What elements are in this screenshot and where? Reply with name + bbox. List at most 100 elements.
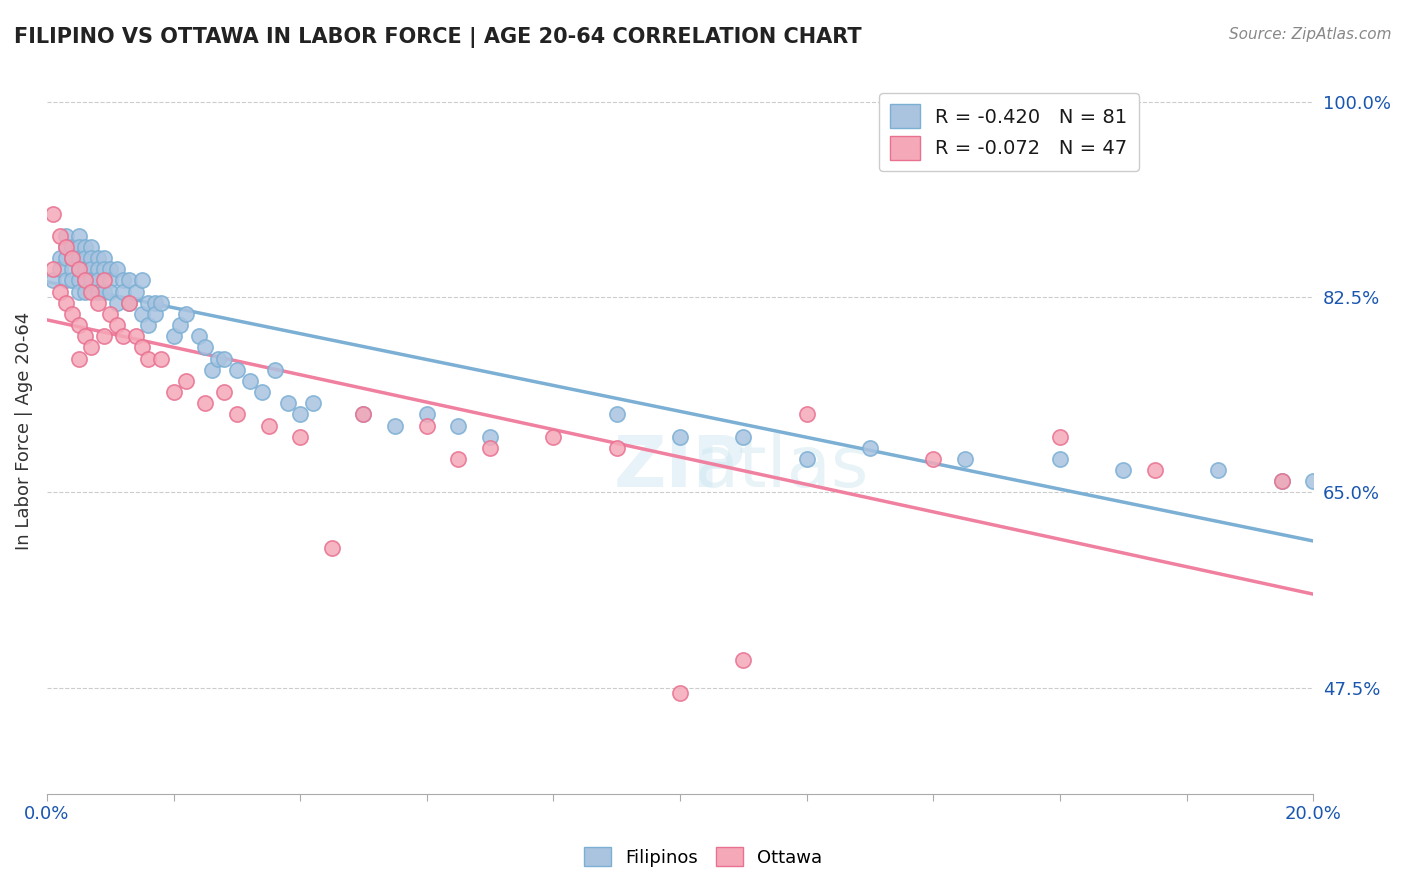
Point xyxy=(225,363,247,377)
Point xyxy=(187,329,209,343)
Point xyxy=(212,385,235,400)
Point xyxy=(55,228,77,243)
Point xyxy=(86,295,108,310)
Point xyxy=(288,408,311,422)
Point xyxy=(136,318,159,332)
Point xyxy=(301,396,323,410)
Point xyxy=(67,240,90,254)
Point xyxy=(200,363,222,377)
Point xyxy=(321,541,343,556)
Point xyxy=(131,340,153,354)
Point xyxy=(131,273,153,287)
Point xyxy=(105,318,128,332)
Point xyxy=(118,273,141,287)
Point xyxy=(73,273,96,287)
Point xyxy=(1206,463,1229,477)
Point xyxy=(93,251,115,265)
Point xyxy=(98,262,121,277)
Point xyxy=(67,285,90,299)
Point xyxy=(174,374,197,388)
Text: atlas: atlas xyxy=(695,433,869,502)
Point xyxy=(111,285,134,299)
Point xyxy=(1143,463,1166,477)
Point xyxy=(124,329,146,343)
Point xyxy=(238,374,260,388)
Point xyxy=(288,430,311,444)
Point xyxy=(212,351,235,366)
Point xyxy=(60,307,83,321)
Point xyxy=(149,295,172,310)
Point xyxy=(257,418,280,433)
Point xyxy=(143,295,166,310)
Point xyxy=(55,295,77,310)
Point xyxy=(55,240,77,254)
Point xyxy=(136,351,159,366)
Point xyxy=(67,228,90,243)
Point xyxy=(353,408,375,422)
Point xyxy=(225,408,247,422)
Point xyxy=(1049,430,1071,444)
Point xyxy=(80,251,103,265)
Point xyxy=(131,307,153,321)
Point xyxy=(194,340,217,354)
Point xyxy=(796,452,818,467)
Point xyxy=(98,285,121,299)
Point xyxy=(1049,452,1071,467)
Point xyxy=(80,240,103,254)
Point xyxy=(73,251,96,265)
Point xyxy=(143,307,166,321)
Point xyxy=(1271,475,1294,489)
Point xyxy=(118,295,141,310)
Point xyxy=(263,363,285,377)
Point xyxy=(111,273,134,287)
Point xyxy=(118,295,141,310)
Point xyxy=(73,273,96,287)
Point xyxy=(67,351,90,366)
Point xyxy=(353,408,375,422)
Point xyxy=(73,329,96,343)
Point xyxy=(384,418,406,433)
Point xyxy=(60,273,83,287)
Point xyxy=(1302,475,1324,489)
Point xyxy=(80,285,103,299)
Point xyxy=(479,441,502,455)
Point xyxy=(60,262,83,277)
Point xyxy=(105,295,128,310)
Point xyxy=(60,251,83,265)
Point xyxy=(42,262,65,277)
Text: FILIPINO VS OTTAWA IN LABOR FORCE | AGE 20-64 CORRELATION CHART: FILIPINO VS OTTAWA IN LABOR FORCE | AGE … xyxy=(14,27,862,48)
Point xyxy=(73,240,96,254)
Point xyxy=(136,295,159,310)
Point xyxy=(86,262,108,277)
Point xyxy=(733,653,755,667)
Point xyxy=(67,262,90,277)
Y-axis label: In Labor Force | Age 20-64: In Labor Force | Age 20-64 xyxy=(15,312,32,550)
Point xyxy=(98,307,121,321)
Point xyxy=(67,318,90,332)
Point xyxy=(162,385,184,400)
Point xyxy=(55,251,77,265)
Point xyxy=(73,262,96,277)
Point xyxy=(60,251,83,265)
Point xyxy=(98,273,121,287)
Point xyxy=(93,262,115,277)
Point xyxy=(162,329,184,343)
Point xyxy=(149,351,172,366)
Point xyxy=(48,251,70,265)
Point xyxy=(250,385,273,400)
Point xyxy=(48,285,70,299)
Point xyxy=(416,408,439,422)
Point xyxy=(86,285,108,299)
Point xyxy=(80,273,103,287)
Point xyxy=(922,452,945,467)
Point xyxy=(80,262,103,277)
Point xyxy=(55,240,77,254)
Point xyxy=(207,351,229,366)
Point xyxy=(86,273,108,287)
Point xyxy=(606,408,628,422)
Point xyxy=(479,430,502,444)
Point xyxy=(105,262,128,277)
Point xyxy=(543,430,565,444)
Point xyxy=(174,307,197,321)
Point xyxy=(67,273,90,287)
